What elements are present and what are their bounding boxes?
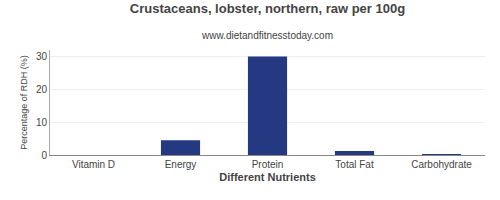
svg-text:Carbohydrate: Carbohydrate [411, 159, 472, 170]
svg-text:Energy: Energy [165, 159, 197, 170]
svg-text:Total Fat: Total Fat [335, 159, 374, 170]
svg-text:20: 20 [36, 84, 48, 95]
svg-text:www.dietandfitnesstoday.com: www.dietandfitnesstoday.com [201, 30, 333, 41]
svg-text:Protein: Protein [252, 159, 284, 170]
svg-text:30: 30 [36, 51, 48, 62]
svg-text:Crustaceans, lobster, northern: Crustaceans, lobster, northern, raw per … [130, 1, 405, 16]
svg-text:Vitamin D: Vitamin D [72, 159, 115, 170]
svg-text:10: 10 [36, 117, 48, 128]
svg-text:Percentage of RDH (%): Percentage of RDH (%) [19, 55, 29, 150]
svg-text:0: 0 [41, 150, 47, 161]
svg-text:Different Nutrients: Different Nutrients [219, 171, 316, 183]
